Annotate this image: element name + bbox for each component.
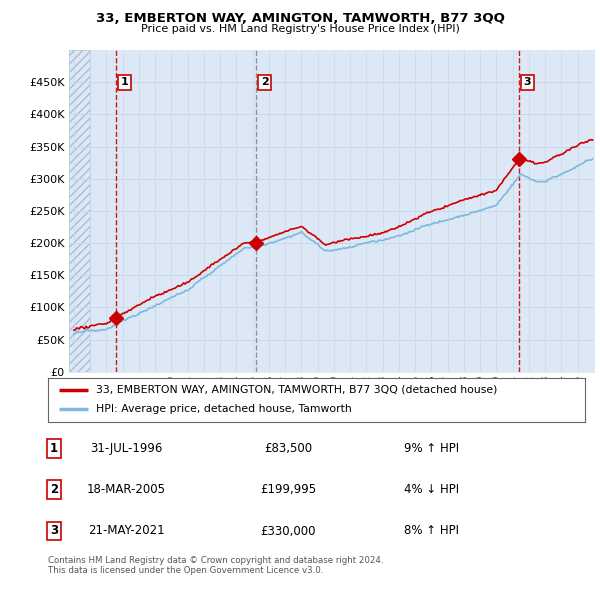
Text: HPI: Average price, detached house, Tamworth: HPI: Average price, detached house, Tamw… — [97, 405, 352, 414]
Text: 21-MAY-2021: 21-MAY-2021 — [88, 525, 164, 537]
Text: 3: 3 — [50, 525, 58, 537]
Text: 1: 1 — [121, 77, 128, 87]
Text: 8% ↑ HPI: 8% ↑ HPI — [404, 525, 460, 537]
Text: 1: 1 — [50, 442, 58, 455]
Text: 3: 3 — [524, 77, 532, 87]
Text: £83,500: £83,500 — [264, 442, 312, 455]
Text: 33, EMBERTON WAY, AMINGTON, TAMWORTH, B77 3QQ (detached house): 33, EMBERTON WAY, AMINGTON, TAMWORTH, B7… — [97, 385, 498, 395]
Text: 2: 2 — [261, 77, 269, 87]
Text: 18-MAR-2005: 18-MAR-2005 — [86, 483, 166, 496]
Text: £199,995: £199,995 — [260, 483, 316, 496]
Text: 31-JUL-1996: 31-JUL-1996 — [90, 442, 162, 455]
Text: 33, EMBERTON WAY, AMINGTON, TAMWORTH, B77 3QQ: 33, EMBERTON WAY, AMINGTON, TAMWORTH, B7… — [95, 12, 505, 25]
Bar — [69, 50, 90, 372]
Text: 9% ↑ HPI: 9% ↑ HPI — [404, 442, 460, 455]
Text: £330,000: £330,000 — [260, 525, 316, 537]
Text: 4% ↓ HPI: 4% ↓ HPI — [404, 483, 460, 496]
Text: Contains HM Land Registry data © Crown copyright and database right 2024.
This d: Contains HM Land Registry data © Crown c… — [48, 556, 383, 575]
Text: 2: 2 — [50, 483, 58, 496]
Text: Price paid vs. HM Land Registry's House Price Index (HPI): Price paid vs. HM Land Registry's House … — [140, 24, 460, 34]
